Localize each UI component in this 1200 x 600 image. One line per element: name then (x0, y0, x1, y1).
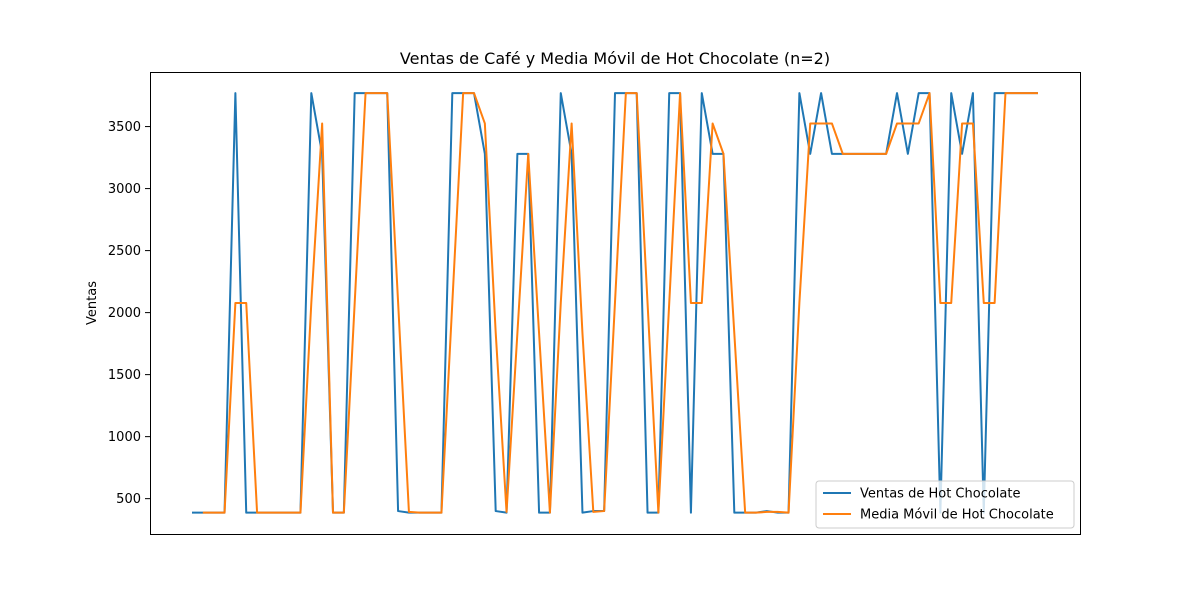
y-axis: 500 1000 1500 2000 2500 3000 3500 (108, 120, 150, 507)
y-tick-label: 2500 (108, 244, 141, 259)
y-tick-label: 500 (116, 492, 141, 507)
chart-title: Ventas de Café y Media Móvil de Hot Choc… (400, 49, 830, 68)
series-group (192, 92, 1038, 514)
y-axis-label: Ventas (85, 281, 100, 325)
y-tick-label: 3500 (108, 120, 141, 135)
legend-label-moving-average: Media Móvil de Hot Chocolate (860, 508, 1054, 523)
legend: Ventas de Hot Chocolate Media Móvil de H… (815, 480, 1075, 529)
plot-frame (150, 72, 1081, 535)
legend-box (815, 480, 1075, 529)
series-line-moving-average (202, 92, 1038, 514)
y-tick-label: 1000 (108, 430, 141, 445)
y-tick-label: 3000 (108, 182, 141, 197)
y-tick-label: 2000 (108, 306, 141, 321)
y-tick-label: 1500 (108, 368, 141, 383)
legend-label-hot-chocolate: Ventas de Hot Chocolate (860, 487, 1020, 502)
